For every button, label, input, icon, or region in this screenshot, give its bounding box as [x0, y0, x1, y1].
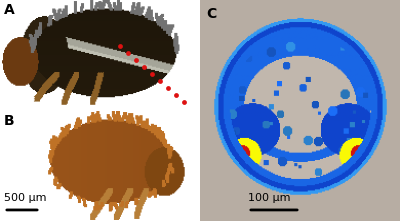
Text: 500 μm: 500 μm [4, 193, 46, 203]
Point [157, 79, 163, 83]
Text: A: A [4, 3, 15, 17]
Text: B: B [4, 114, 15, 128]
Point [165, 86, 171, 90]
Point [125, 51, 131, 55]
Text: 100 μm: 100 μm [248, 193, 290, 203]
Point [117, 45, 123, 48]
Point [181, 100, 187, 103]
Point [141, 65, 147, 69]
Point [149, 72, 155, 76]
Point [173, 93, 179, 97]
Text: C: C [206, 7, 216, 21]
Point [133, 58, 139, 62]
